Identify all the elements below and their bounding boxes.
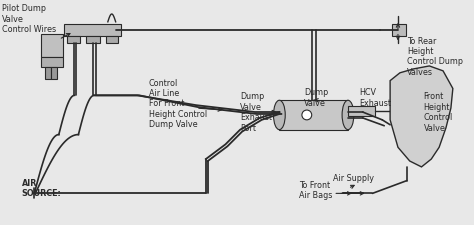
Text: Control
Air Line
For Front
Height Control
Dump Valve: Control Air Line For Front Height Contro… <box>149 79 207 129</box>
Bar <box>279 100 348 130</box>
Bar <box>64 24 120 36</box>
Text: Front
Height
Control
Valve: Front Height Control Valve <box>423 92 453 133</box>
Text: AIR
SOURCE:: AIR SOURCE: <box>21 179 61 198</box>
Text: Dump
Valve: Dump Valve <box>304 88 328 108</box>
Ellipse shape <box>273 100 285 130</box>
Bar <box>45 67 51 79</box>
Text: To Rear
Height
Control Dump
Valves: To Rear Height Control Dump Valves <box>407 36 463 77</box>
Bar <box>392 24 406 36</box>
Bar <box>348 106 375 116</box>
Bar <box>106 36 118 43</box>
Polygon shape <box>390 66 453 167</box>
Circle shape <box>302 110 312 120</box>
Bar <box>86 36 100 43</box>
Bar <box>41 57 63 67</box>
Text: Pilot Dump
Valve
Control Wires: Pilot Dump Valve Control Wires <box>2 4 56 34</box>
Bar <box>67 36 81 43</box>
Ellipse shape <box>342 100 354 130</box>
Text: To Front
Air Bags: To Front Air Bags <box>299 181 332 200</box>
Bar <box>41 34 63 57</box>
Text: Air Supply: Air Supply <box>333 174 374 183</box>
Bar <box>51 67 57 79</box>
Text: HCV
Exhaust: HCV Exhaust <box>360 88 392 108</box>
Text: Dump
Valve
Exhaust
Port: Dump Valve Exhaust Port <box>240 92 272 133</box>
